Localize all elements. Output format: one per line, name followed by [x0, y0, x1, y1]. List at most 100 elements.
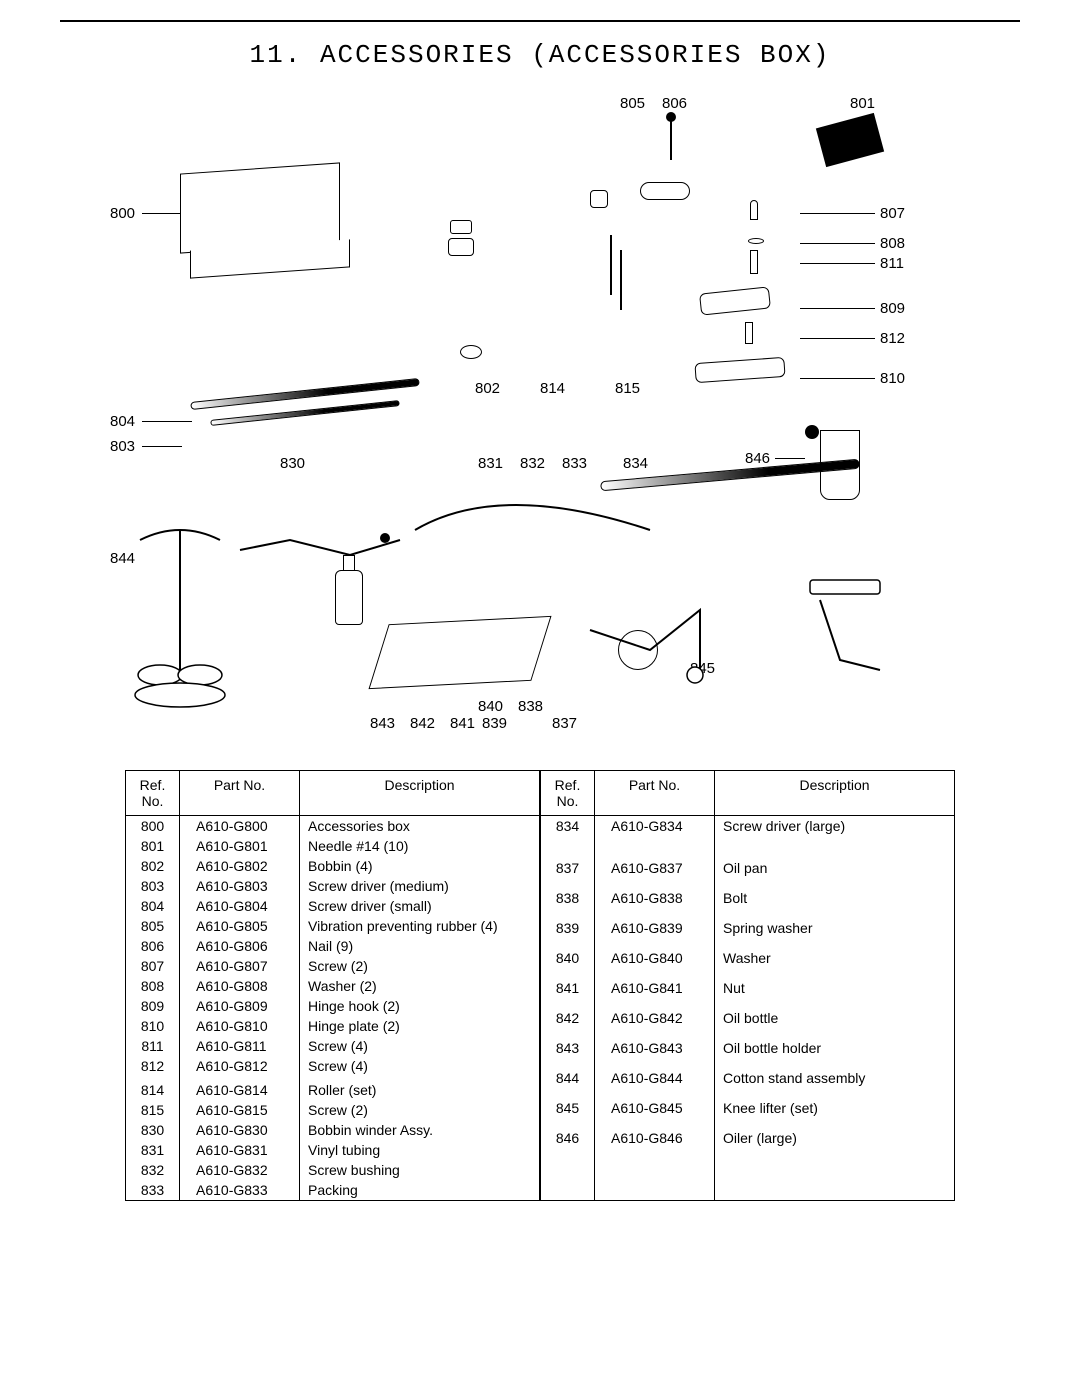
cell-partno: A610-G831 — [180, 1140, 300, 1160]
cell-partno: A610-G839 — [595, 918, 715, 948]
cell-ref: 839 — [541, 918, 595, 948]
table-row: 831A610-G831Vinyl tubing — [126, 1140, 540, 1160]
cell-ref: 841 — [541, 978, 595, 1008]
shape-hook — [699, 286, 771, 315]
cell-ref: 805 — [126, 916, 180, 936]
table-row: 815A610-G815Screw (2) — [126, 1100, 540, 1120]
cell-desc: Nail (9) — [300, 936, 540, 956]
cell-ref: 844 — [541, 1068, 595, 1098]
callout-838: 838 — [518, 698, 543, 715]
cell-desc: Screw (2) — [300, 1100, 540, 1120]
shape-knee-lifter — [580, 550, 920, 710]
cell-ref: 804 — [126, 896, 180, 916]
callout-805: 805 — [620, 95, 645, 112]
cell-ref: 833 — [126, 1180, 180, 1201]
cell-ref: 834 — [541, 816, 595, 847]
callout-807: 807 — [880, 205, 905, 222]
leader — [800, 378, 875, 379]
shape-screw811 — [750, 250, 758, 274]
leader — [800, 243, 875, 244]
cell-partno: A610-G833 — [180, 1180, 300, 1201]
leader — [800, 213, 875, 214]
callout-808: 808 — [880, 235, 905, 252]
cell-partno: A610-G834 — [595, 816, 715, 847]
cell-desc — [715, 1194, 955, 1201]
shape-roller — [640, 182, 690, 200]
cell-desc: Oil pan — [715, 858, 955, 888]
leader — [800, 308, 875, 309]
table-row: 845A610-G845Knee lifter (set) — [541, 1098, 955, 1128]
cell-ref: 802 — [126, 856, 180, 876]
table-row: 839A610-G839Spring washer — [541, 918, 955, 948]
table-row: 803A610-G803Screw driver (medium) — [126, 876, 540, 896]
shape-screw812 — [745, 322, 753, 344]
cell-partno: A610-G806 — [180, 936, 300, 956]
callout-809: 809 — [880, 300, 905, 317]
shape-needle-head — [666, 112, 676, 122]
cell-ref: 800 — [126, 816, 180, 837]
shape-oiler-bulb — [805, 425, 819, 439]
callout-839: 839 — [482, 715, 507, 732]
cell-desc: Nut — [715, 978, 955, 1008]
table-row: 807A610-G807Screw (2) — [126, 956, 540, 976]
callout-830: 830 — [280, 455, 305, 472]
cell-desc: Accessories box — [300, 816, 540, 837]
cell-partno: A610-G845 — [595, 1098, 715, 1128]
table-row: 811A610-G811Screw (4) — [126, 1036, 540, 1056]
cell-desc: Roller (set) — [300, 1080, 540, 1100]
table-row: 809A610-G809Hinge hook (2) — [126, 996, 540, 1016]
table-row: 843A610-G843Oil bottle holder — [541, 1038, 955, 1068]
cell-partno: A610-G810 — [180, 1016, 300, 1036]
table-row: 830A610-G830Bobbin winder Assy. — [126, 1120, 540, 1140]
cell-ref: 832 — [126, 1160, 180, 1180]
cell-ref: 845 — [541, 1098, 595, 1128]
table-row: 810A610-G810Hinge plate (2) — [126, 1016, 540, 1036]
table-row: 846A610-G846Oiler (large) — [541, 1128, 955, 1158]
cell-partno — [595, 1194, 715, 1201]
cell-partno: A610-G807 — [180, 956, 300, 976]
cell-ref: 815 — [126, 1100, 180, 1120]
cell-partno: A610-G837 — [595, 858, 715, 888]
cell-desc: Vinyl tubing — [300, 1140, 540, 1160]
table-row: 832A610-G832Screw bushing — [126, 1160, 540, 1180]
cell-partno: A610-G802 — [180, 856, 300, 876]
header-ref: Ref. No. — [126, 771, 180, 816]
cell-desc: Needle #14 (10) — [300, 836, 540, 856]
table-row: 837A610-G837Oil pan — [541, 858, 955, 888]
cell-ref: 812 — [126, 1056, 180, 1076]
table-row: 833A610-G833Packing — [126, 1180, 540, 1201]
header-desc: Description — [300, 771, 540, 816]
cell-desc: Screw driver (medium) — [300, 876, 540, 896]
cell-desc: Bobbin winder Assy. — [300, 1120, 540, 1140]
table-row: 841A610-G841Nut — [541, 978, 955, 1008]
table-row: 802A610-G802Bobbin (4) — [126, 856, 540, 876]
callout-806: 806 — [662, 95, 687, 112]
cell-desc: Screw driver (small) — [300, 896, 540, 916]
cell-ref: 837 — [541, 858, 595, 888]
cell-ref: 803 — [126, 876, 180, 896]
shape-label — [816, 113, 884, 167]
cell-desc: Washer — [715, 948, 955, 978]
cell-desc: Hinge plate (2) — [300, 1016, 540, 1036]
cell-ref: 801 — [126, 836, 180, 856]
cell-desc: Washer (2) — [300, 976, 540, 996]
page-title: 11. ACCESSORIES (ACCESSORIES BOX) — [60, 40, 1020, 70]
cell-partno: A610-G803 — [180, 876, 300, 896]
shape-815a — [610, 235, 612, 295]
table-row — [541, 1194, 955, 1201]
leader — [800, 338, 875, 339]
cell-desc: Cotton stand assembly — [715, 1068, 955, 1098]
table-row: 800A610-G800Accessories box — [126, 816, 540, 837]
callout-810: 810 — [880, 370, 905, 387]
shape-washer808 — [748, 238, 764, 244]
cell-desc: Bobbin (4) — [300, 856, 540, 876]
shape-oil-cap — [343, 555, 355, 571]
cell-partno: A610-G815 — [180, 1100, 300, 1120]
callout-815: 815 — [615, 380, 640, 397]
table-row: 812A610-G812Screw (4) — [126, 1056, 540, 1076]
shape-plate — [694, 357, 785, 383]
cell-desc: Hinge hook (2) — [300, 996, 540, 1016]
cell-partno: A610-G844 — [595, 1068, 715, 1098]
cell-desc: Oiler (large) — [715, 1128, 955, 1158]
cell-ref — [541, 1194, 595, 1201]
